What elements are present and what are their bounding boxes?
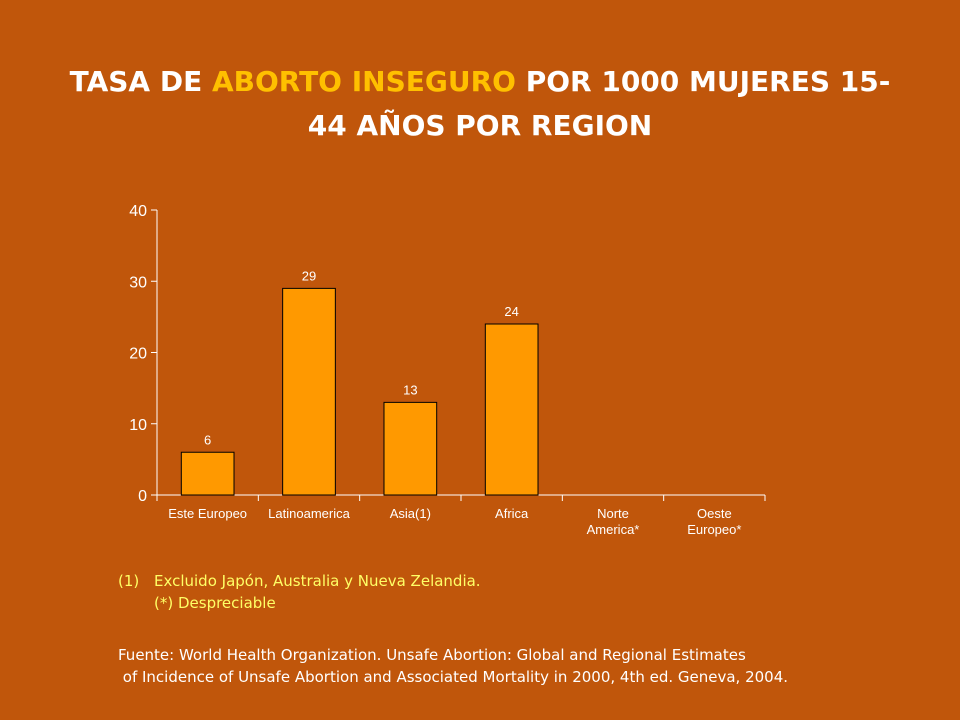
bar-3 (484, 323, 539, 496)
footnote-1-text: Excluido Japón, Australia y Nueva Zeland… (154, 572, 481, 590)
data-label-3: 24 (504, 304, 518, 319)
title-highlight: ABORTO INSEGURO (211, 65, 516, 98)
source-line-1: Fuente: World Health Organization. Unsaf… (118, 646, 746, 664)
footnote-1-marker: (1) (118, 572, 140, 590)
category-label-1: Latinoamerica (268, 506, 350, 521)
category-label-5: Oeste Europeo* (687, 506, 741, 537)
data-label-0: 6 (204, 432, 211, 447)
data-label-2: 13 (403, 382, 417, 397)
footnote-2: (*) Despreciable (154, 594, 276, 612)
category-label-0: Este Europeo (168, 506, 247, 521)
category-label-2: Asia(1) (390, 506, 431, 521)
y-tick-label-0: 0 (138, 488, 147, 505)
data-label-1: 29 (302, 268, 316, 283)
title-part-1: TASA DE (69, 65, 212, 98)
bar-0 (180, 451, 235, 496)
y-tick-label-10: 10 (129, 417, 147, 434)
source-citation: Fuente: World Health Organization. Unsaf… (118, 644, 938, 688)
category-label-4: Norte America* (587, 506, 640, 537)
title-line-2: 44 AÑOS POR REGION (307, 109, 653, 142)
source-line-2: of Incidence of Unsafe Abortion and Asso… (118, 668, 789, 686)
footnote-1: (1) Excluido Japón, Australia y Nueva Zel… (118, 570, 481, 592)
y-tick-label-30: 30 (129, 274, 147, 291)
title-part-2: POR 1000 MUJERES 15- (515, 65, 891, 98)
title-line-1: TASA DE ABORTO INSEGURO POR 1000 MUJERES… (60, 60, 900, 104)
footnotes: (1) Excluido Japón, Australia y Nueva Zel… (118, 570, 481, 614)
bar-1 (282, 287, 336, 496)
slide-title: TASA DE ABORTO INSEGURO POR 1000 MUJERES… (60, 60, 900, 148)
bar-2 (383, 401, 438, 496)
y-tick-label-20: 20 (129, 346, 147, 363)
y-tick-label-40: 40 (129, 203, 147, 220)
category-label-3: Africa (495, 506, 529, 521)
